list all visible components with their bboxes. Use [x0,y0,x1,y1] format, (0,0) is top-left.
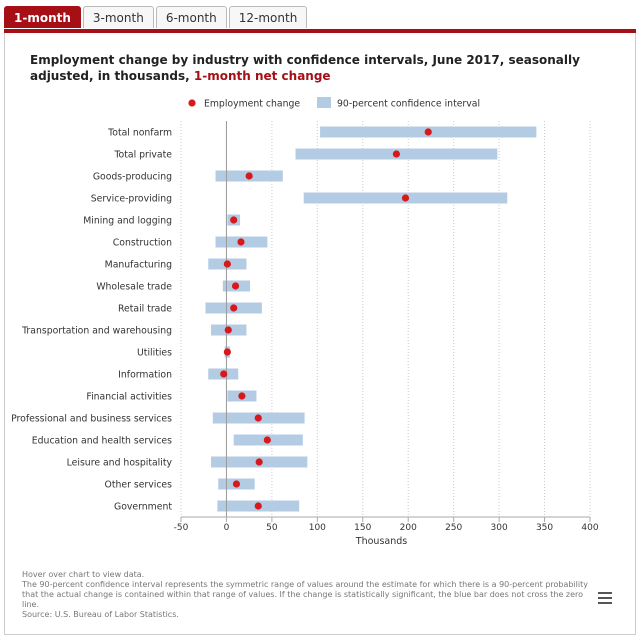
tab-6-month[interactable]: 6-month [155,6,227,28]
category-label: Government [114,502,172,513]
x-tick-label: 400 [581,523,598,533]
legend-bar-icon [317,97,331,108]
note-hover: Hover over chart to view data. [22,570,145,579]
category-label: Service-providing [91,194,172,205]
x-tick-label: 50 [266,523,278,533]
legend-point-icon [188,99,196,107]
category-label: Financial activities [86,392,172,403]
employment-change-point[interactable] [424,128,432,136]
employment-change-point[interactable] [232,480,241,488]
category-label: Education and health services [32,436,172,447]
x-tick-label: 250 [445,523,462,533]
employment-change-point[interactable] [254,502,262,510]
employment-change-point[interactable] [263,436,271,444]
employment-change-point[interactable] [392,150,401,158]
category-label: Manufacturing [105,260,172,271]
legend-label: 90-percent confidence interval [337,99,480,110]
tab-1-month[interactable]: 1-month [4,6,81,28]
category-label: Transportation and warehousing [21,326,172,337]
employment-change-point[interactable] [230,304,238,312]
tab-bar: 1-month 3-month 6-month 12-month [4,6,308,30]
employment-change-point[interactable] [401,194,410,202]
tab-3-month[interactable]: 3-month [82,6,154,28]
x-tick-label: 300 [491,523,508,533]
employment-change-point[interactable] [230,216,238,224]
employment-change-point[interactable] [223,260,231,268]
x-tick-label: -50 [174,523,189,533]
employment-change-point[interactable] [237,238,245,246]
x-tick-label: 350 [536,523,553,533]
tab-12-month[interactable]: 12-month [228,6,308,28]
employment-change-point[interactable] [231,282,240,290]
employment-change-point[interactable] [223,348,231,356]
legend-label: Employment change [204,99,300,110]
employment-change-point[interactable] [224,326,232,334]
x-axis-label: Thousands [355,536,407,547]
employment-change-point[interactable] [254,414,262,422]
chart-title-main: Employment change by industry with confi… [30,53,580,83]
employment-change-point[interactable] [238,392,246,400]
note-source: Source: U.S. Bureau of Labor Statistics. [22,610,179,619]
chart-panel [4,33,636,635]
category-label: Retail trade [118,304,172,315]
category-label: Wholesale trade [96,282,172,293]
category-label: Other services [105,480,173,491]
employment-change-point[interactable] [220,370,228,378]
category-label: Goods-producing [93,172,172,183]
category-label: Professional and business services [11,414,172,425]
employment-change-point[interactable] [255,458,263,466]
x-tick-label: 200 [400,523,417,533]
x-tick-label: 0 [224,523,230,533]
chart-title-highlight: 1-month net change [193,69,331,83]
x-tick-label: 100 [309,523,326,533]
note-confidence: The 90-percent confidence interval repre… [22,580,588,609]
category-label: Mining and logging [83,216,172,227]
footnotes: Hover over chart to view data. The 90-pe… [22,570,602,620]
category-label: Information [118,370,172,381]
x-tick-label: 150 [354,523,371,533]
hamburger-menu-icon[interactable] [598,592,612,604]
category-label: Utilities [137,348,172,359]
employment-change-point[interactable] [245,172,253,180]
category-label: Total private [113,150,172,161]
category-label: Leisure and hospitality [67,458,173,469]
chart-title: Employment change by industry with confi… [30,52,605,84]
category-label: Construction [113,238,172,249]
category-label: Total nonfarm [107,128,172,139]
tab-underline [4,29,636,33]
